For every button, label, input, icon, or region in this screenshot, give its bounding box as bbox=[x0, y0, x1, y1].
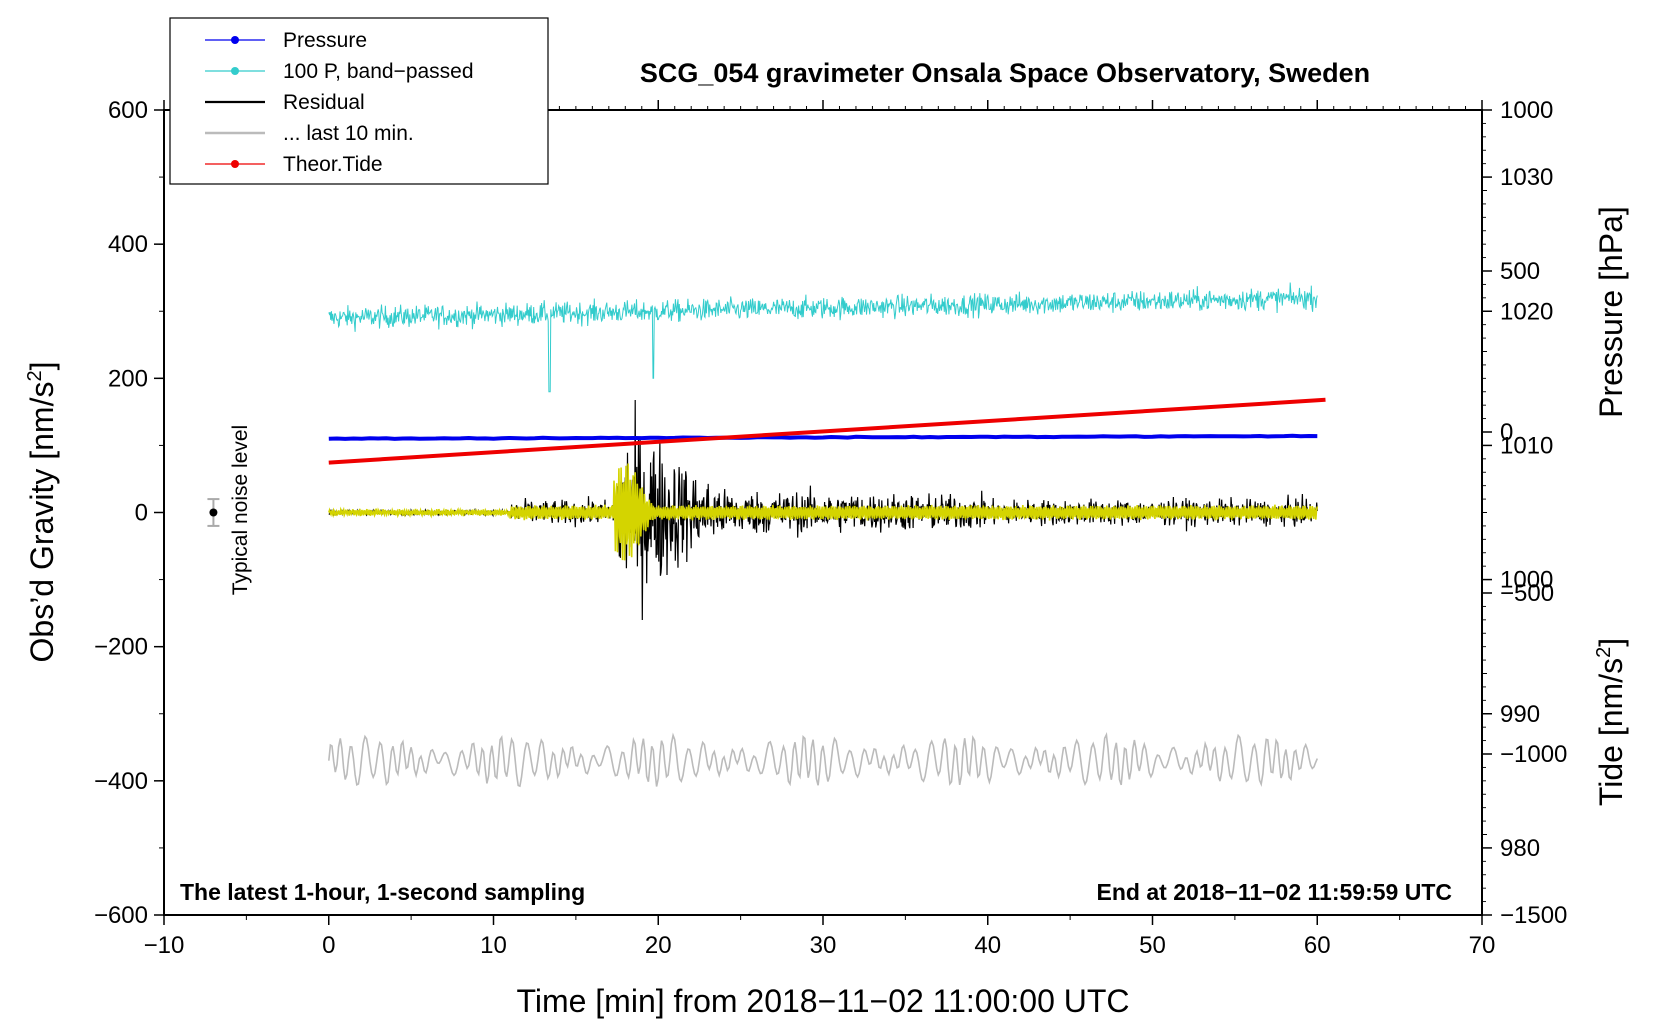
x-tick-label: 70 bbox=[1469, 932, 1496, 959]
pressure-tick-label: 980 bbox=[1500, 835, 1540, 862]
pressure-tick-label: 1010 bbox=[1500, 432, 1553, 459]
y-tick-label: 0 bbox=[135, 500, 148, 527]
legend-label: Pressure bbox=[283, 29, 367, 52]
pressure-tick-label: 1030 bbox=[1500, 164, 1553, 191]
series-layer bbox=[328, 282, 1326, 788]
x-tick-label: 50 bbox=[1139, 932, 1166, 959]
x-tick-label: 0 bbox=[322, 932, 335, 959]
legend-label: ... last 10 min. bbox=[283, 122, 414, 145]
tide-tick-label: −1000 bbox=[1500, 741, 1567, 768]
x-tick-label: −10 bbox=[144, 932, 185, 959]
chart-title: SCG_054 gravimeter Onsala Space Observat… bbox=[640, 58, 1370, 88]
legend: Pressure 100 P, band−passed Residual ... la… bbox=[169, 17, 549, 185]
x-tick-label: 30 bbox=[810, 932, 837, 959]
x-tick-label: 10 bbox=[480, 932, 507, 959]
axes-layer: −10 0 10 20 30 40 50 60 706004002000−200−400−600… bbox=[94, 97, 1567, 959]
band-passed-pressure-line bbox=[328, 282, 1318, 393]
legend-marker bbox=[231, 67, 239, 75]
noise-indicator: Typical noise level bbox=[229, 425, 252, 595]
pressure-tick-label: 1020 bbox=[1500, 298, 1553, 325]
pressure-line bbox=[328, 433, 1318, 441]
y-tick-label: −200 bbox=[94, 634, 148, 661]
y-tick-label: −600 bbox=[94, 902, 148, 929]
noise-dot bbox=[209, 508, 218, 517]
y-axis-label-tide: Tide [nm/s2] bbox=[1593, 638, 1629, 806]
legend-label: Residual bbox=[283, 91, 365, 114]
residual-line bbox=[328, 399, 1318, 621]
tide-tick-label: 1000 bbox=[1500, 97, 1553, 124]
pressure-tick-label: 1000 bbox=[1500, 567, 1553, 594]
y-tick-label: 400 bbox=[108, 231, 148, 258]
tide-tick-label: −1500 bbox=[1500, 902, 1567, 929]
filtered-residual-line bbox=[328, 463, 1319, 561]
y-axis-label-pressure: Pressure [hPa] bbox=[1593, 206, 1629, 418]
y-tick-label: 200 bbox=[108, 365, 148, 392]
pressure-tick-label: 990 bbox=[1500, 701, 1540, 728]
y-tick-label: −400 bbox=[94, 768, 148, 795]
legend-label: 100 P, band−passed bbox=[283, 60, 474, 83]
x-tick-label: 20 bbox=[645, 932, 672, 959]
tide-tick-label: 500 bbox=[1500, 258, 1540, 285]
noise-label: Typical noise level bbox=[229, 425, 252, 595]
tide-tick-label: 0 bbox=[1500, 419, 1513, 446]
sampling-note: The latest 1-hour, 1-second sampling bbox=[180, 879, 585, 905]
y-tick-label: 600 bbox=[108, 97, 148, 124]
last-10-min-line bbox=[328, 732, 1319, 788]
end-time-note: End at 2018−11−02 11:59:59 UTC bbox=[1097, 879, 1452, 905]
legend-label: Theor.Tide bbox=[283, 153, 383, 176]
tide-tick-label: −500 bbox=[1500, 580, 1554, 607]
legend-marker bbox=[231, 160, 239, 168]
legend-marker bbox=[231, 36, 239, 44]
x-axis-label: Time [min] from 2018−11−02 11:00:00 UTC bbox=[516, 983, 1129, 1019]
x-tick-label: 60 bbox=[1304, 932, 1331, 959]
theor-tide-line bbox=[328, 397, 1326, 465]
y-axis-label-left: Obs’d Gravity [nm/s2] bbox=[24, 362, 60, 663]
x-tick-label: 40 bbox=[974, 932, 1001, 959]
plot-frame bbox=[163, 109, 1483, 916]
